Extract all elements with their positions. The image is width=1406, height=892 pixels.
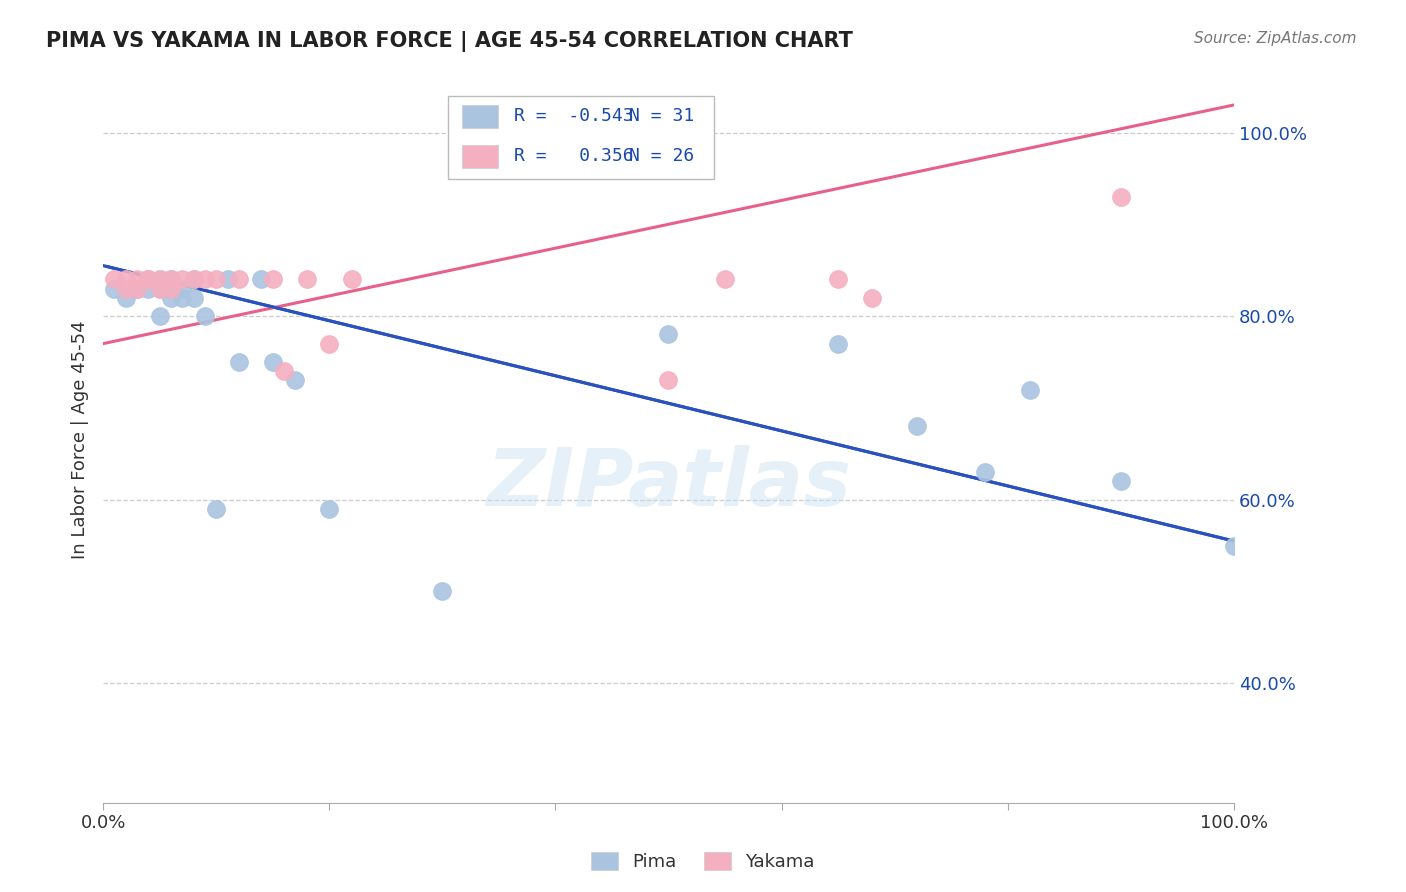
- Point: [125, 281, 148, 295]
- Point: [138, 272, 160, 286]
- Point: [860, 291, 883, 305]
- Point: [228, 355, 250, 369]
- Point: [318, 501, 340, 516]
- Point: [217, 272, 239, 286]
- Point: [714, 272, 737, 286]
- Point: [138, 272, 160, 286]
- Point: [103, 272, 125, 286]
- Point: [827, 272, 849, 286]
- Text: Source: ZipAtlas.com: Source: ZipAtlas.com: [1194, 31, 1357, 46]
- Point: [125, 281, 148, 295]
- Point: [160, 281, 183, 295]
- Point: [262, 355, 284, 369]
- Point: [1223, 539, 1246, 553]
- Point: [160, 281, 183, 295]
- Text: R =  -0.543: R = -0.543: [513, 107, 633, 125]
- Text: N = 26: N = 26: [628, 147, 695, 165]
- Text: ZIPatlas: ZIPatlas: [486, 444, 851, 523]
- Point: [905, 419, 928, 434]
- Point: [160, 272, 183, 286]
- FancyBboxPatch shape: [449, 95, 714, 179]
- Point: [1019, 383, 1042, 397]
- Point: [149, 281, 172, 295]
- Point: [194, 272, 217, 286]
- Point: [262, 272, 284, 286]
- Point: [149, 309, 172, 323]
- Point: [295, 272, 318, 286]
- Point: [974, 465, 997, 479]
- Point: [138, 272, 160, 286]
- Text: PIMA VS YAKAMA IN LABOR FORCE | AGE 45-54 CORRELATION CHART: PIMA VS YAKAMA IN LABOR FORCE | AGE 45-5…: [46, 31, 853, 53]
- Point: [149, 281, 172, 295]
- Point: [827, 336, 849, 351]
- Point: [103, 281, 125, 295]
- Y-axis label: In Labor Force | Age 45-54: In Labor Force | Age 45-54: [72, 321, 89, 559]
- Point: [273, 364, 295, 378]
- Point: [172, 272, 194, 286]
- Point: [340, 272, 363, 286]
- Point: [432, 584, 454, 599]
- Point: [125, 272, 148, 286]
- Point: [114, 291, 136, 305]
- Point: [205, 272, 228, 286]
- Point: [172, 291, 194, 305]
- Point: [657, 373, 679, 387]
- FancyBboxPatch shape: [461, 145, 498, 168]
- Point: [250, 272, 273, 286]
- Text: R =   0.356: R = 0.356: [513, 147, 633, 165]
- Point: [284, 373, 307, 387]
- Point: [183, 291, 205, 305]
- Legend: Pima, Yakama: Pima, Yakama: [583, 846, 823, 879]
- Point: [149, 272, 172, 286]
- Point: [1109, 190, 1132, 204]
- Point: [318, 336, 340, 351]
- Point: [228, 272, 250, 286]
- Point: [114, 281, 136, 295]
- Point: [1109, 475, 1132, 489]
- Point: [114, 272, 136, 286]
- Point: [149, 272, 172, 286]
- Text: N = 31: N = 31: [628, 107, 695, 125]
- Point: [657, 327, 679, 342]
- Point: [172, 281, 194, 295]
- Point: [205, 501, 228, 516]
- Point: [183, 272, 205, 286]
- Point: [160, 272, 183, 286]
- Point: [194, 309, 217, 323]
- Point: [183, 272, 205, 286]
- Point: [160, 291, 183, 305]
- Point: [138, 281, 160, 295]
- FancyBboxPatch shape: [461, 105, 498, 128]
